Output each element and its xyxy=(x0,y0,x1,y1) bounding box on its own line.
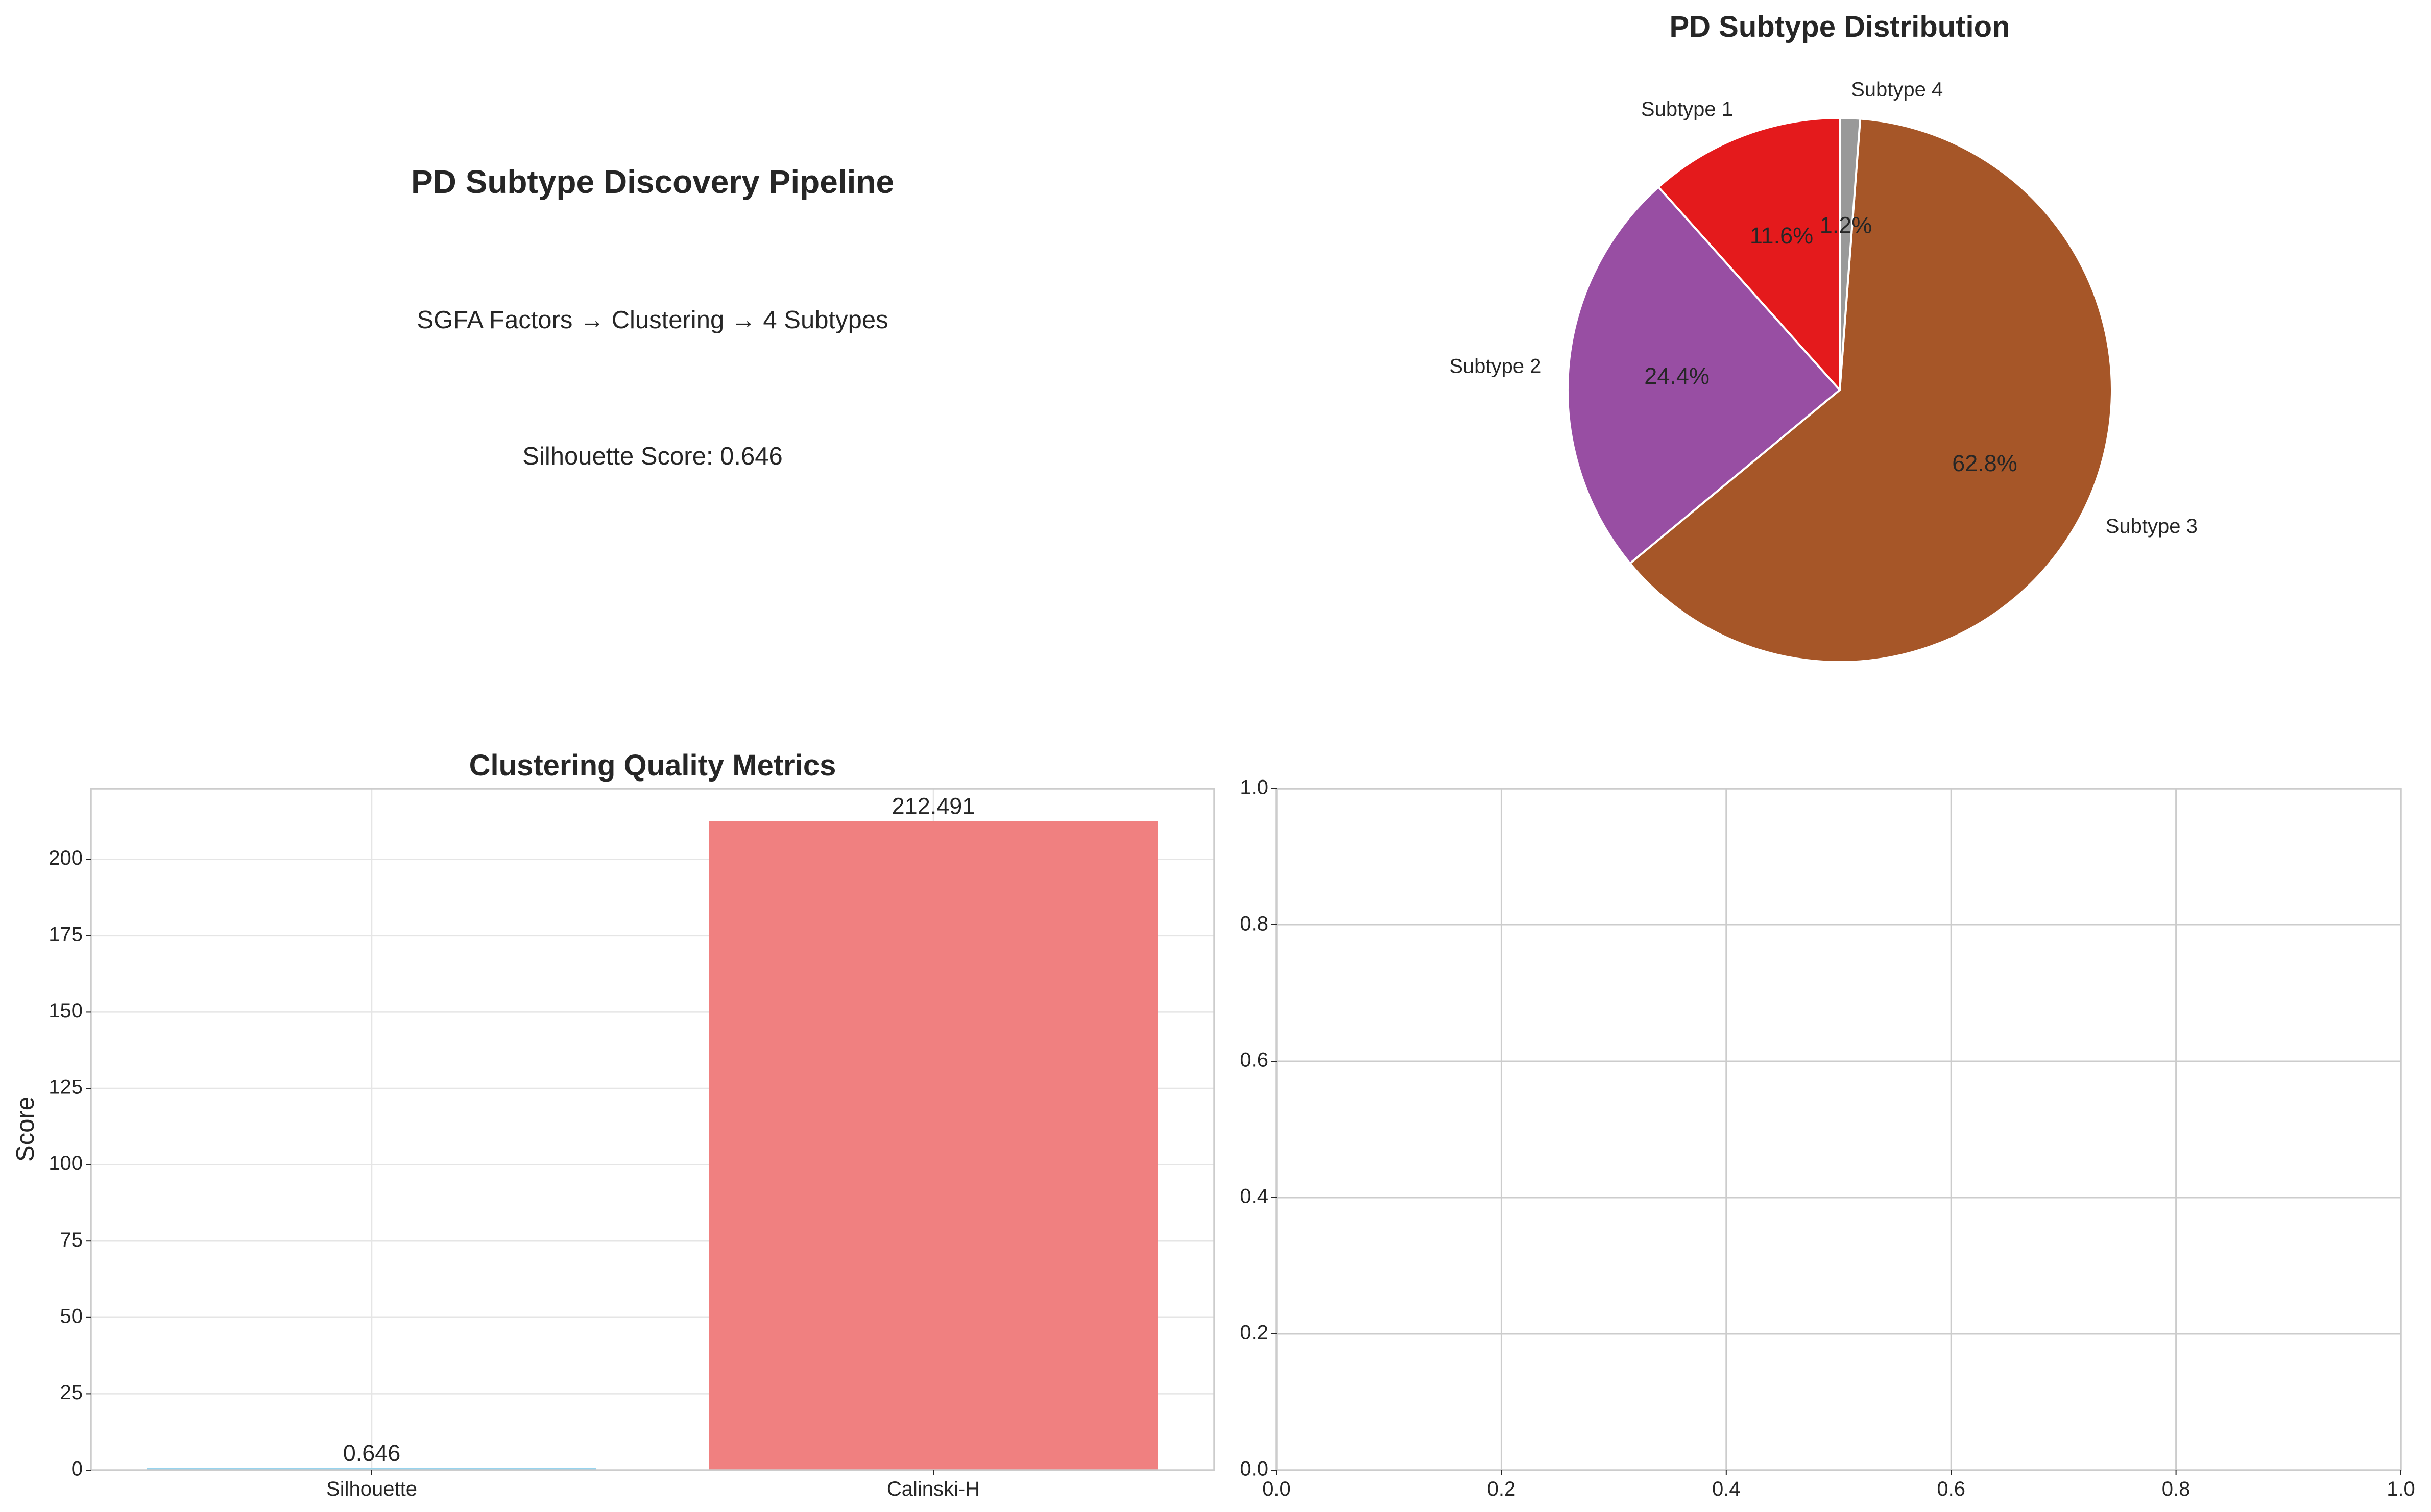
summary-panel: PD Subtype Discovery Pipeline SGFA Facto… xyxy=(411,163,894,470)
empty-axes-y-tick-label: 1.0 xyxy=(1240,776,1268,799)
bar-x-tick-label-silhouette: Silhouette xyxy=(326,1478,417,1500)
empty-axes-x-tick-label: 1.0 xyxy=(2387,1478,2415,1500)
pie-labels: Subtype 1 11.6% Subtype 2 24.4% Subtype 3 62.… xyxy=(1449,79,2198,538)
empty-axes-y-tick-label: 0.2 xyxy=(1240,1322,1268,1344)
pie-percent-subtype-2: 24.4% xyxy=(1644,363,1710,389)
empty-axes-x-tick-label: 0.2 xyxy=(1487,1478,1516,1500)
bar-y-tick-label: 175 xyxy=(49,923,83,945)
pie-slice-subtype-2 xyxy=(1567,185,1841,565)
empty-axes-y-tick-label: 0.6 xyxy=(1240,1049,1268,1071)
pie-slice-subtype-3 xyxy=(1628,117,2113,663)
bar-y-tick-label: 150 xyxy=(49,999,83,1022)
bar-value-label-silhouette: 0.646 xyxy=(343,1440,401,1466)
empty-axes-y-tick-label: 0.4 xyxy=(1240,1185,1268,1208)
empty-axes-y-tick-label: 0.0 xyxy=(1240,1458,1268,1480)
empty-axes-x-ticks: 0.0 0.2 0.4 0.6 0.8 1.0 xyxy=(1262,1470,2415,1500)
silhouette-summary: Silhouette Score: 0.646 xyxy=(522,443,782,470)
pie-label-subtype-1: Subtype 1 xyxy=(1641,98,1733,120)
bar-axes-frame xyxy=(90,788,1215,1471)
bar-panel: Clustering Quality Metrics 0 25 50 75 100 125… xyxy=(12,749,1215,1500)
bar-silhouette xyxy=(147,1468,596,1470)
bar-value-label-calinski-h: 212.491 xyxy=(892,793,975,819)
bar-bars xyxy=(147,821,1158,1470)
empty-axes-x-tick-label: 0.4 xyxy=(1712,1478,1741,1500)
bar-y-axis-label: Score xyxy=(12,1096,39,1162)
bar-y-tick-label: 125 xyxy=(49,1076,83,1099)
empty-axes-x-tick-label: 0.6 xyxy=(1937,1478,1965,1500)
empty-axes-grid xyxy=(1275,788,2402,1471)
bar-title: Clustering Quality Metrics xyxy=(469,749,836,782)
bar-y-ticks: 0 25 50 75 100 125 150 175 200 xyxy=(49,847,91,1480)
pie-label-subtype-2: Subtype 2 xyxy=(1449,355,1541,377)
pie-percent-subtype-4: 1.2% xyxy=(1820,212,1872,238)
empty-axes-frame xyxy=(1275,788,2402,1471)
pie-label-subtype-4: Subtype 4 xyxy=(1851,79,1943,101)
pie-panel: PD Subtype Distribution Subtype 111.6%Su… xyxy=(1449,10,2198,663)
pipeline-description: SGFA Factors → Clustering → 4 Subtypes xyxy=(417,306,888,334)
bar-y-tick-label: 75 xyxy=(60,1229,83,1251)
pie-slices xyxy=(1567,116,2113,663)
empty-axes-x-tick-label: 0.8 xyxy=(2162,1478,2191,1500)
pie-percent-subtype-1: 11.6% xyxy=(1750,223,1813,249)
empty-axes-y-ticks: 0.0 0.2 0.4 0.6 0.8 1.0 xyxy=(1240,776,1277,1480)
bar-y-tick-label: 25 xyxy=(60,1381,83,1404)
pie-percent-subtype-3: 62.8% xyxy=(1952,450,2017,476)
pie-slice-subtype-1 xyxy=(1657,116,1841,393)
pie-title: PD Subtype Distribution xyxy=(1670,10,2010,43)
bar-y-tick-label: 100 xyxy=(49,1152,83,1175)
bar-x-tick-label-calinski-h: Calinski-H xyxy=(887,1478,980,1500)
empty-axes-panel: 0.0 0.2 0.4 0.6 0.8 1.0 0.0 0.2 0.4 0.6 0.8 1.0 xyxy=(1240,776,2415,1500)
bar-calinski-h xyxy=(709,821,1158,1470)
bar-y-tick-label: 0 xyxy=(71,1458,83,1480)
pie-slice-subtype-4 xyxy=(1839,116,1862,391)
bar-x-ticks: Silhouette Calinski-H xyxy=(326,1470,980,1500)
pie-label-subtype-3: Subtype 3 xyxy=(2106,515,2198,538)
bar-y-tick-label: 50 xyxy=(60,1305,83,1327)
bar-y-tick-label: 200 xyxy=(49,847,83,869)
empty-axes-y-tick-label: 0.8 xyxy=(1240,913,1268,935)
bar-value-labels: 0.646 212.491 xyxy=(343,793,975,1466)
empty-axes-x-tick-label: 0.0 xyxy=(1262,1478,1291,1500)
summary-title: PD Subtype Discovery Pipeline xyxy=(411,163,894,200)
